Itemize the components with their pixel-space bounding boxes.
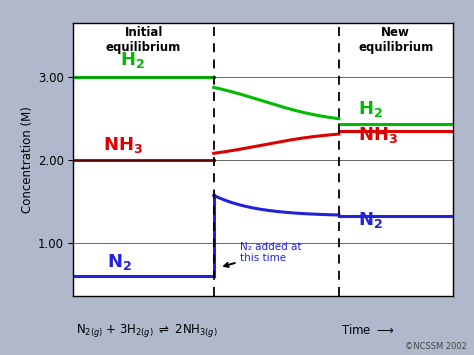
Text: $\mathbf{N_2}$: $\mathbf{N_2}$ (358, 210, 383, 230)
Text: $\mathbf{H_2}$: $\mathbf{H_2}$ (120, 50, 145, 70)
Text: New
equilibrium: New equilibrium (358, 26, 433, 54)
Text: ©NCSSM 2002: ©NCSSM 2002 (405, 343, 467, 351)
Text: $\mathbf{NH_3}$: $\mathbf{NH_3}$ (102, 135, 143, 155)
Text: Time $\longrightarrow$: Time $\longrightarrow$ (341, 323, 395, 337)
Text: $\mathbf{NH_3}$: $\mathbf{NH_3}$ (358, 125, 398, 145)
Text: N$_{2(g)}$ + 3H$_{2(g)}$ $\rightleftharpoons$ 2NH$_{3(g)}$: N$_{2(g)}$ + 3H$_{2(g)}$ $\rightleftharp… (76, 322, 218, 339)
Y-axis label: Concentration (M): Concentration (M) (20, 106, 34, 213)
Text: $\mathbf{N_2}$: $\mathbf{N_2}$ (107, 252, 132, 272)
Text: N₂ added at
this time: N₂ added at this time (224, 242, 302, 267)
Text: Initial
equilibrium: Initial equilibrium (106, 26, 181, 54)
Text: $\mathbf{H_2}$: $\mathbf{H_2}$ (358, 99, 383, 119)
